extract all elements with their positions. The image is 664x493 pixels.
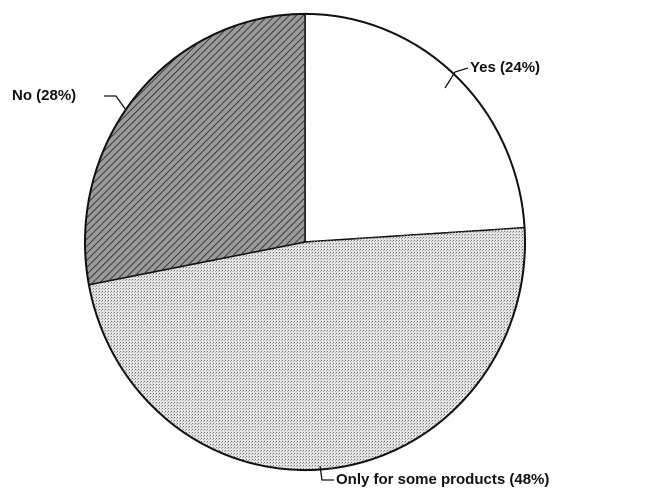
slice-label: No (28%)	[12, 87, 76, 104]
pie-slice	[304, 13, 526, 243]
slice-texture	[88, 227, 526, 470]
leader-line	[444, 67, 469, 89]
slice-label: Only for some products (48%)	[336, 471, 549, 488]
leader-line	[104, 95, 127, 111]
leader-line	[319, 465, 334, 481]
pie-outline	[84, 13, 527, 471]
slice-label: Yes (24%)	[470, 59, 540, 76]
slice-texture	[84, 14, 305, 285]
